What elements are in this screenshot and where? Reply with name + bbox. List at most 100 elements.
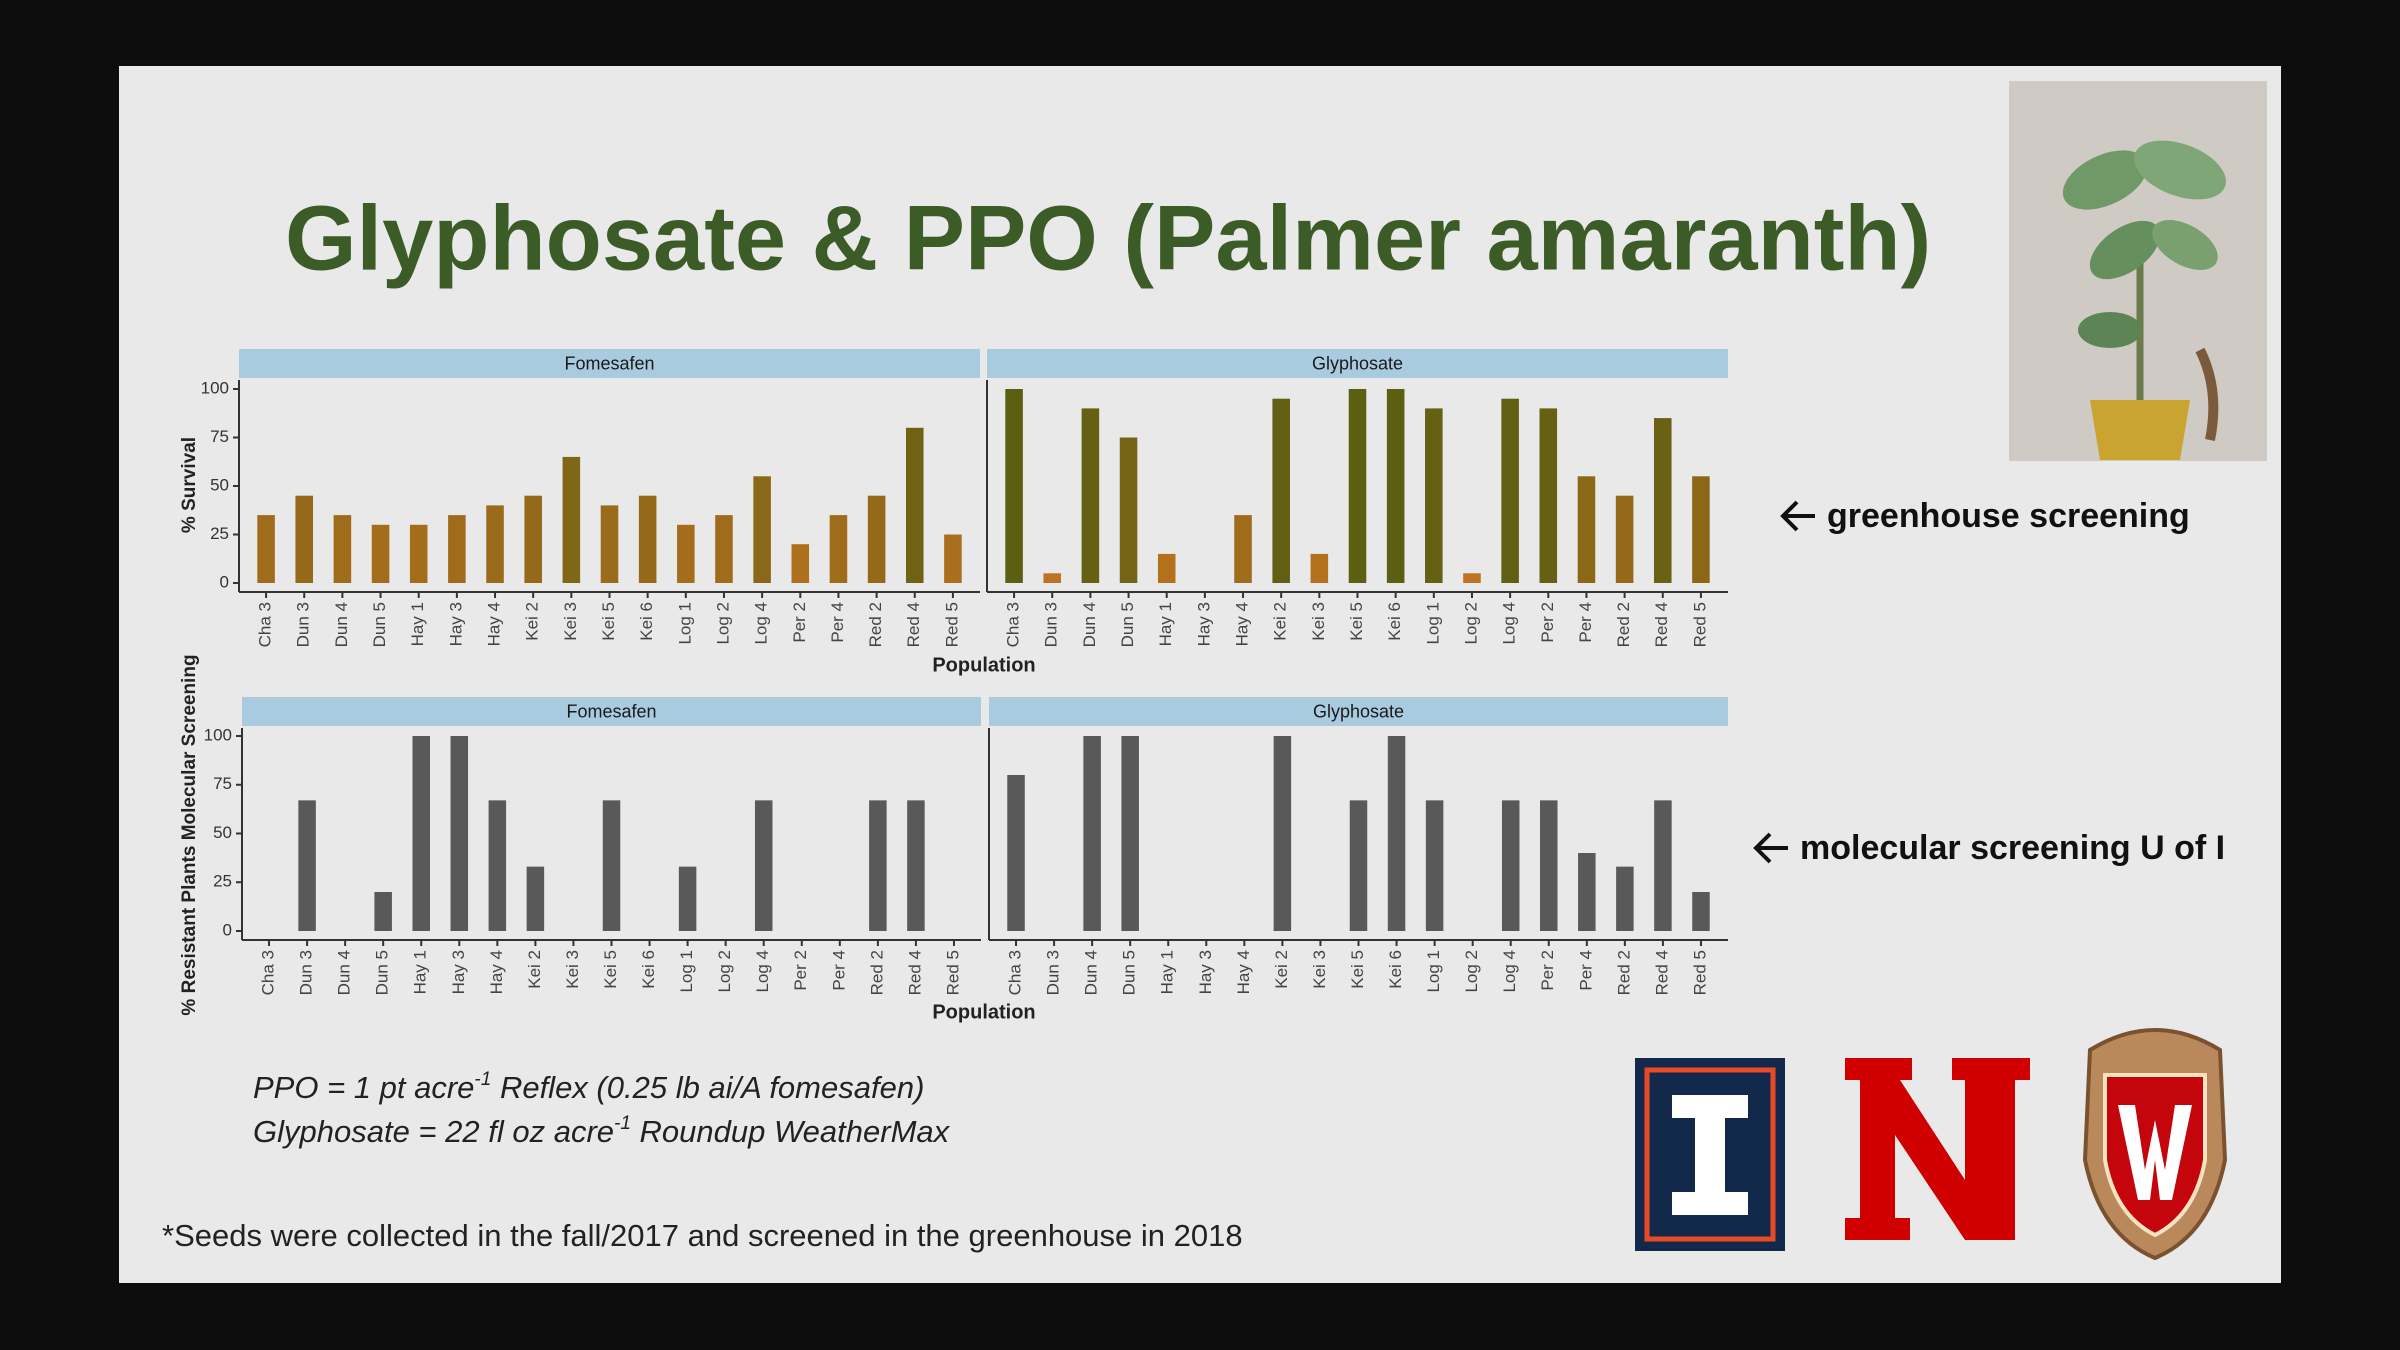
bar: [1273, 736, 1292, 931]
bar: [1615, 495, 1634, 583]
bar: [526, 866, 545, 931]
bar: [1692, 476, 1710, 583]
x-tick-label: Red 5: [942, 602, 961, 647]
x-tick-label: Hay 1: [1156, 602, 1175, 646]
chart-panel: Fomesafen 0 25 50 75 100 Cha 3 Dun 3 Dun 4 Dun 5 H…: [201, 349, 1036, 676]
x-tick-label: Dun 5: [370, 602, 389, 647]
bar: [678, 866, 697, 931]
x-tick-label: Red 4: [905, 950, 924, 995]
x-tick-label: Kei 6: [1385, 602, 1404, 641]
y-tick-label: 100: [201, 378, 229, 397]
x-tick-label: Red 4: [904, 602, 923, 647]
bar: [1578, 853, 1596, 931]
x-tick-label: Log 1: [1423, 602, 1442, 645]
x-tick-label: Dun 5: [373, 950, 392, 995]
x-tick-label: Log 1: [675, 602, 694, 645]
bar: [1692, 892, 1710, 931]
y-tick-label: 75: [210, 427, 229, 446]
x-tick-label: Cha 3: [1006, 950, 1025, 995]
bar: [867, 495, 886, 583]
x-tick-label: Kei 3: [1309, 602, 1328, 641]
bar: [600, 505, 619, 583]
bar: [562, 456, 581, 583]
x-tick-label: Red 4: [1652, 950, 1671, 995]
bar: [754, 800, 773, 931]
bar: [1083, 736, 1101, 931]
bar: [1387, 736, 1406, 931]
illinois-logo: [1635, 1058, 1785, 1251]
bar: [371, 524, 390, 583]
x-tick-label: Log 4: [753, 950, 772, 993]
bar: [829, 515, 848, 583]
x-tick-label: Log 2: [1462, 950, 1481, 993]
bar: [257, 515, 275, 583]
x-tick-label: Kei 2: [525, 950, 544, 989]
bar: [1272, 398, 1290, 583]
note-text: PPO = 1 pt acre: [253, 1070, 474, 1105]
x-tick-label: Kei 3: [561, 602, 580, 641]
bar: [1501, 800, 1520, 931]
x-tick-label: Log 4: [1500, 602, 1519, 645]
bar: [1616, 866, 1634, 931]
bar: [907, 800, 925, 931]
bar: [602, 800, 621, 931]
x-tick-label: Kei 6: [1386, 950, 1405, 989]
x-tick-label: Per 4: [1576, 950, 1595, 991]
x-tick-label: Log 4: [752, 602, 771, 645]
bar: [791, 544, 810, 583]
x-tick-label: Dun 4: [335, 950, 354, 995]
facet-strip: [987, 349, 1728, 378]
x-tick-label: Red 2: [1614, 950, 1633, 995]
bar: [1577, 476, 1596, 583]
facet-strip: [989, 697, 1728, 726]
y-tick-label: 75: [213, 774, 232, 793]
bar: [715, 515, 733, 583]
note-sup: -1: [614, 1113, 631, 1134]
bar: [488, 800, 507, 931]
x-tick-label: Dun 5: [1118, 602, 1137, 647]
facet-label: Fomesafen: [564, 353, 654, 373]
y-tick-label: 100: [204, 725, 232, 744]
bar: [1310, 553, 1329, 583]
x-tick-label: Hay 3: [446, 602, 465, 646]
x-tick-label: Dun 5: [1120, 950, 1139, 995]
bar: [1348, 389, 1367, 583]
x-axis-title: Population: [932, 654, 1035, 676]
bar: [677, 524, 695, 583]
facet-strip: [239, 349, 980, 378]
slide: [119, 66, 2281, 1283]
x-tick-label: Kei 5: [1348, 950, 1367, 989]
x-tick-label: Red 5: [1690, 950, 1709, 995]
x-tick-label: Dun 3: [294, 602, 313, 647]
bar: [1653, 418, 1672, 583]
x-tick-label: Red 2: [867, 950, 886, 995]
chart-panel: Fomesafen 0 25 50 75 100 Cha 3 Dun 3 Dun 4 Dun 5 H…: [204, 697, 1036, 1023]
x-tick-label: Log 2: [715, 950, 734, 993]
molecular-annotation: molecular screening U of I: [1753, 829, 2225, 867]
bar: [1119, 437, 1138, 583]
note-text: Roundup WeatherMax: [631, 1114, 951, 1149]
bar: [298, 800, 316, 931]
note-sup: -1: [474, 1069, 491, 1090]
x-tick-label: Per 2: [791, 950, 810, 991]
note: Glyphosate = 22 fl oz acre-1 Roundup Wea…: [253, 1113, 951, 1149]
x-tick-label: Hay 1: [411, 950, 430, 994]
bar: [1043, 573, 1062, 583]
bar: [1121, 736, 1139, 931]
x-tick-label: Kei 2: [523, 602, 542, 641]
bar: [1349, 800, 1368, 931]
x-tick-label: Per 4: [829, 950, 848, 991]
bar: [1540, 800, 1558, 931]
x-tick-label: Hay 1: [408, 602, 427, 646]
bar: [333, 515, 352, 583]
greenhouse-annotation: greenhouse screening: [1780, 497, 2190, 535]
annotation-text: molecular screening U of I: [1800, 829, 2225, 867]
x-tick-label: Per 2: [790, 602, 809, 643]
plant-photo: [2009, 81, 2267, 461]
annotation-text: greenhouse screening: [1827, 497, 2190, 535]
x-tick-label: Red 2: [1614, 602, 1633, 647]
bar: [1157, 553, 1176, 583]
y-tick-label: 50: [213, 823, 232, 842]
